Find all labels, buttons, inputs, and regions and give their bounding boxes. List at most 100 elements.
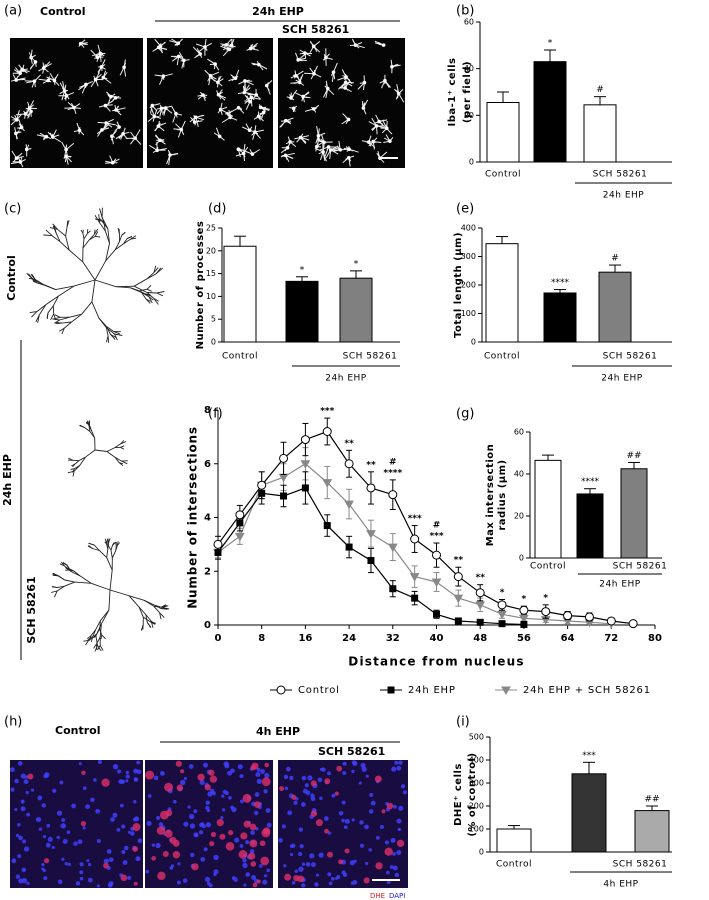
dhe-signal bbox=[210, 831, 217, 838]
nucleus bbox=[341, 800, 346, 805]
cell-body bbox=[213, 62, 217, 66]
process bbox=[44, 284, 56, 291]
nucleus bbox=[398, 760, 403, 765]
dhe-signal bbox=[375, 862, 383, 870]
cell-body bbox=[294, 73, 298, 78]
nucleus bbox=[342, 771, 347, 775]
nucleus bbox=[396, 849, 402, 856]
process bbox=[50, 590, 58, 593]
nucleus bbox=[396, 818, 402, 824]
cell-body bbox=[29, 109, 33, 114]
marker bbox=[387, 686, 395, 694]
dhe-signal bbox=[81, 770, 86, 776]
process bbox=[46, 312, 49, 319]
nucleus bbox=[338, 811, 344, 816]
process bbox=[79, 424, 85, 428]
y-axis-label: (% of control) bbox=[467, 752, 478, 836]
process bbox=[119, 234, 123, 242]
x-tick-label: SCH 58261 bbox=[343, 352, 398, 362]
y-tick-label: 400 bbox=[469, 756, 484, 765]
process bbox=[98, 317, 107, 327]
marker bbox=[213, 539, 223, 549]
process bbox=[105, 249, 116, 262]
nucleus bbox=[379, 824, 384, 830]
cell-body bbox=[99, 65, 104, 69]
nucleus bbox=[188, 764, 194, 769]
significance: **** bbox=[581, 477, 600, 487]
process bbox=[87, 230, 91, 234]
process bbox=[98, 214, 101, 223]
process bbox=[162, 607, 170, 610]
process bbox=[67, 470, 75, 474]
cell bbox=[170, 55, 185, 66]
process bbox=[79, 456, 86, 466]
dhe-signal bbox=[103, 862, 109, 869]
process bbox=[66, 565, 72, 572]
cell-body bbox=[236, 147, 241, 152]
bar bbox=[634, 810, 670, 853]
dhe-signal bbox=[133, 881, 138, 886]
nucleus bbox=[159, 770, 165, 776]
x-tick-label: 80 bbox=[648, 633, 662, 644]
process bbox=[146, 288, 152, 292]
cell bbox=[286, 89, 298, 101]
cell bbox=[323, 80, 335, 99]
panel-label: (f) bbox=[208, 407, 223, 422]
dhe-signal bbox=[243, 820, 251, 828]
cell bbox=[125, 129, 142, 145]
cell-body bbox=[283, 118, 288, 123]
y-tick-label: 20 bbox=[206, 246, 216, 255]
cell bbox=[192, 46, 203, 59]
nucleus bbox=[397, 827, 402, 831]
process bbox=[50, 313, 55, 321]
nucleus bbox=[155, 842, 161, 849]
nucleus bbox=[301, 883, 306, 888]
y-tick-label: 200 bbox=[461, 281, 476, 290]
process bbox=[61, 327, 65, 335]
nucleus bbox=[120, 779, 125, 784]
cell bbox=[337, 77, 354, 90]
nucleus bbox=[14, 807, 18, 812]
bar bbox=[496, 828, 532, 853]
dhe-signal bbox=[240, 832, 248, 840]
nucleus bbox=[147, 794, 152, 798]
dhe-signal bbox=[249, 823, 257, 831]
nucleus bbox=[327, 771, 332, 776]
process bbox=[146, 285, 152, 290]
nucleus bbox=[230, 805, 234, 810]
cell-body bbox=[174, 111, 178, 116]
cell bbox=[173, 120, 186, 138]
nucleus bbox=[301, 862, 306, 866]
nucleus bbox=[208, 883, 213, 888]
process bbox=[106, 557, 113, 571]
marker bbox=[344, 500, 354, 510]
dhe-signal bbox=[324, 828, 329, 834]
dhe-signal bbox=[327, 851, 333, 858]
nucleus bbox=[314, 882, 319, 887]
y-tick-label: 40 bbox=[514, 470, 524, 479]
cell-body bbox=[296, 58, 300, 62]
cell bbox=[244, 93, 261, 107]
cell-body bbox=[152, 114, 157, 119]
cell-body bbox=[338, 147, 343, 152]
cell bbox=[154, 134, 166, 146]
nucleus bbox=[61, 818, 66, 822]
nucleus bbox=[203, 847, 208, 852]
process bbox=[145, 293, 151, 297]
nucleus bbox=[250, 830, 255, 835]
cell-body bbox=[208, 73, 213, 78]
cell bbox=[29, 49, 36, 64]
nucleus bbox=[95, 808, 101, 814]
panel-label: (g) bbox=[456, 407, 474, 422]
process bbox=[114, 333, 118, 341]
process bbox=[106, 548, 109, 558]
nucleus bbox=[15, 874, 21, 879]
cell bbox=[170, 105, 183, 123]
nucleus bbox=[353, 859, 357, 863]
nucleus bbox=[234, 837, 240, 843]
nucleus bbox=[364, 824, 369, 830]
x-tick-label: 16 bbox=[298, 633, 312, 644]
cell-body bbox=[192, 120, 197, 124]
cell-body bbox=[236, 105, 241, 110]
nucleus bbox=[390, 837, 396, 843]
